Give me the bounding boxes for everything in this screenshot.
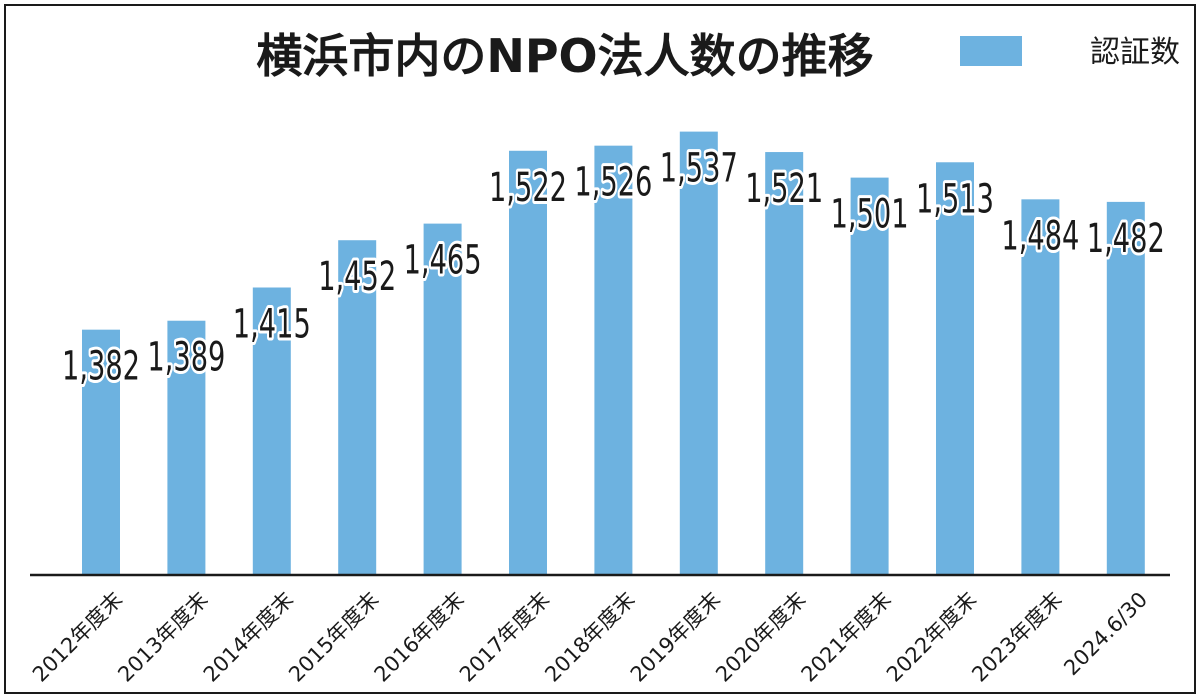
x-tick-label-12: 2023年度末 bbox=[967, 587, 1066, 686]
bar-6 bbox=[509, 150, 547, 575]
x-tick-label-2: 2013年度末 bbox=[113, 587, 212, 686]
bar-4 bbox=[338, 240, 377, 575]
value-label-1: 1,382 bbox=[62, 344, 140, 390]
value-label-4: 1,452 bbox=[318, 254, 396, 300]
value-label-9: 1,521 bbox=[745, 166, 823, 212]
x-tick-label-11: 2022年度末 bbox=[882, 587, 981, 686]
value-label-7: 1,526 bbox=[574, 160, 652, 206]
bar-8 bbox=[679, 131, 718, 575]
value-label-12: 1,484 bbox=[1001, 213, 1079, 259]
bar-11 bbox=[936, 162, 974, 575]
chart-title: 横浜市内のNPO法人数の推移 bbox=[256, 29, 873, 83]
x-tick-label-13: 2024.6/30 bbox=[1059, 587, 1152, 680]
value-label-3: 1,415 bbox=[233, 302, 311, 348]
bar-1 bbox=[82, 329, 120, 575]
legend-swatch bbox=[960, 36, 1022, 66]
bar-2 bbox=[167, 320, 206, 575]
x-tick-label-1: 2012年度末 bbox=[28, 587, 127, 686]
bar-10 bbox=[850, 177, 889, 575]
x-tick-label-8: 2019年度末 bbox=[626, 587, 725, 686]
value-label-2: 1,389 bbox=[147, 335, 225, 381]
bar-5 bbox=[423, 223, 462, 575]
legend: 認証数 bbox=[960, 35, 1180, 70]
value-label-8: 1,537 bbox=[660, 146, 738, 192]
value-label-13: 1,482 bbox=[1087, 216, 1165, 262]
value-label-5: 1,465 bbox=[404, 238, 482, 284]
value-label-10: 1,501 bbox=[831, 192, 909, 238]
x-tick-labels: 2012年度末2013年度末2014年度末2015年度末2016年度末2017年… bbox=[28, 587, 1152, 686]
x-tick-label-7: 2018年度末 bbox=[540, 587, 639, 686]
x-tick-label-9: 2020年度末 bbox=[711, 587, 810, 686]
bar-13 bbox=[1106, 201, 1145, 575]
bars-group bbox=[82, 131, 1145, 576]
bar-12 bbox=[1021, 199, 1060, 576]
x-tick-label-4: 2015年度末 bbox=[284, 587, 383, 686]
x-tick-label-3: 2014年度末 bbox=[199, 587, 298, 686]
value-label-6: 1,522 bbox=[489, 165, 567, 211]
value-label-11: 1,513 bbox=[916, 176, 994, 222]
x-tick-label-5: 2016年度末 bbox=[370, 587, 469, 686]
bar-9 bbox=[765, 152, 804, 576]
bar-7 bbox=[594, 145, 633, 575]
bar-3 bbox=[252, 287, 291, 575]
legend-label: 認証数 bbox=[1090, 35, 1180, 70]
x-tick-label-6: 2017年度末 bbox=[455, 587, 554, 686]
x-tick-label-10: 2021年度末 bbox=[797, 587, 896, 686]
